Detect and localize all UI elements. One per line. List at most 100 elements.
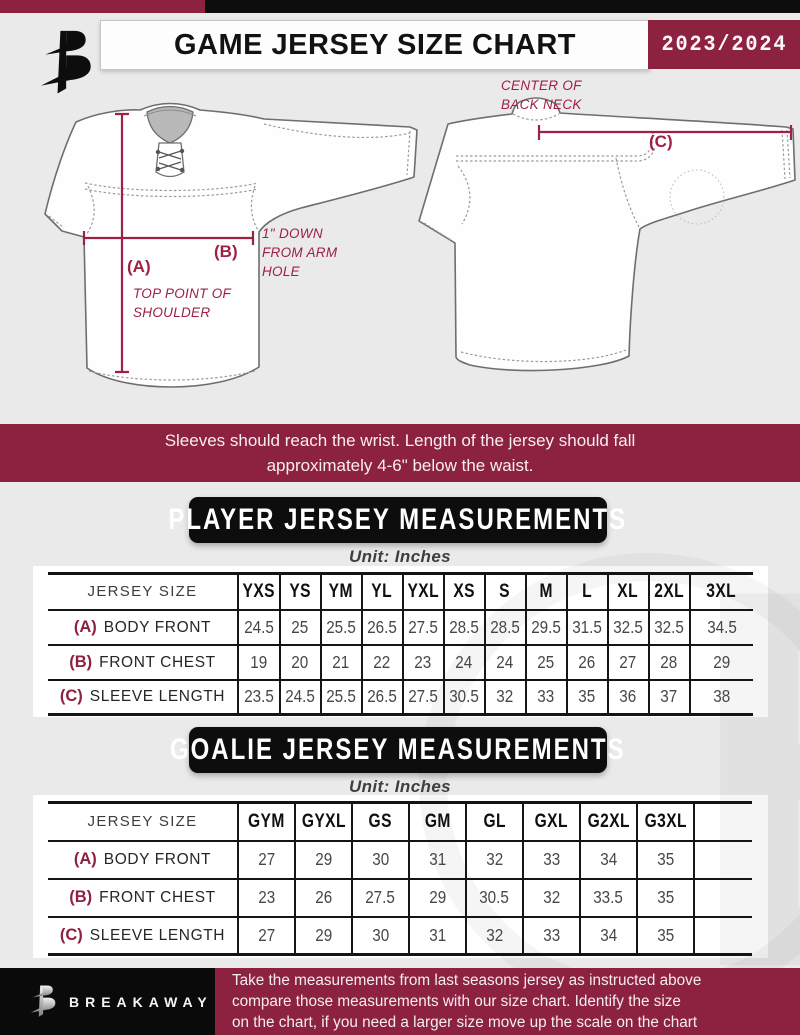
season-label: 2023/2024 [661,32,787,57]
size-column-header: GYXL [294,801,352,842]
label-a-note: TOP POINT OF SHOULDER [133,286,231,321]
size-column-header: YXS [237,572,280,611]
measurement-value-cell: 25 [278,609,321,646]
measurement-value-cell: 24.5 [237,609,280,646]
measurement-row: (B) FRONT CHEST 23 26 27.5 29 30.5 32 33.5 35 [48,878,752,918]
measurement-value-cell: 21 [319,644,362,681]
measurement-row-label: (C) SLEEVE LENGTH [48,679,238,716]
measurement-value-cell: 34 [579,840,637,880]
measurement-value-cell: 20 [278,644,321,681]
measurement-value-cell: 29 [294,840,352,880]
front-seams [48,123,411,381]
size-column-header: XS [442,572,485,611]
measurement-value-cell: 24 [442,644,485,681]
size-column-header: L [565,572,608,611]
fit-notice-text: Sleeves should reach the wrist. Length o… [164,431,636,475]
size-column-header: S [483,572,526,611]
measurement-value-cell: 33 [522,916,580,956]
measurement-value-cell: 32.5 [647,609,690,646]
measurement-value-cell: 33.5 [579,878,637,918]
size-column-header: YM [319,572,362,611]
measurement-row: (A) BODY FRONT 27 29 30 31 32 33 34 35 [48,840,752,880]
measurement-row-label: (C) SLEEVE LENGTH [48,916,238,956]
measurement-value-cell: 27.5 [401,609,444,646]
measurement-value-cell: 31.5 [565,609,608,646]
measurement-value-cell: 30.5 [465,878,523,918]
size-column-header: GS [351,801,409,842]
size-column-header: GXL [522,801,580,842]
fit-notice-banner: Sleeves should reach the wrist. Length o… [0,424,800,482]
measurement-value-cell: 32.5 [606,609,649,646]
footer-brand-name: BREAKAWAY [69,993,213,1010]
measurement-value-cell: 24 [483,644,526,681]
measurement-value-cell: 27.5 [351,878,409,918]
goalie-unit-label: Unit: Inches [348,777,452,796]
footer-instruction-line: on the chart, if you need a larger size … [232,1014,698,1032]
measurement-row: (C) SLEEVE LENGTH 23.5 24.5 25.5 26.5 27.5 30.5… [48,679,753,716]
size-column-header: GL [465,801,523,842]
size-column-header: GM [408,801,466,842]
measurement-value-cell: 24.5 [278,679,321,716]
measurement-value-cell: 30 [351,840,409,880]
player-measurements-table: JERSEY SIZE YXS YS YM YL YXL XS S M L XL 2XL 3XL (A) B… [48,572,753,716]
top-strip-maroon [0,0,205,13]
front-lace-placket [155,142,185,178]
measurement-line-a [115,112,129,374]
measurement-value-cell [693,878,752,918]
label-b-note: 1" DOWN FROM ARM HOLE [262,226,338,280]
measurement-value-cell: 32 [483,679,526,716]
measurement-value-cell: 33 [522,840,580,880]
size-column-header: G3XL [636,801,694,842]
measurement-row-label: (B) FRONT CHEST [48,644,238,681]
measurement-value-cell: 28.5 [483,609,526,646]
season-badge: 2023/2024 [648,20,800,69]
measurement-value-cell: 35 [636,916,694,956]
breakaway-logo [40,30,91,94]
measurement-value-cell: 35 [636,878,694,918]
measurement-value-cell: 25 [524,644,567,681]
player-section-title: PLAYER JERSEY MEASUREMENTS [168,503,628,536]
size-column-header: 3XL [688,572,753,611]
measurement-value-cell: 29.5 [524,609,567,646]
label-b: (B) [214,242,238,261]
measurement-value-cell: 34.5 [688,609,753,646]
footer-breakaway-logo [30,984,56,1017]
measurement-value-cell: 33 [524,679,567,716]
footer-brand-block: BREAKAWAY [0,968,215,1035]
measurement-value-cell: 26.5 [360,679,403,716]
measurement-value-cell: 30 [351,916,409,956]
measurement-value-cell: 36 [606,679,649,716]
front-jersey-outline [44,102,418,388]
back-jersey-outline [418,97,796,372]
back-seams [423,113,791,363]
goalie-section-title: GOALIE JERSEY MEASUREMENTS [170,733,626,766]
measurement-value-cell [693,916,752,956]
size-column-header: G2XL [579,801,637,842]
goalie-section-title-pill: GOALIE JERSEY MEASUREMENTS [170,727,624,773]
measurement-value-cell: 19 [237,644,280,681]
footer-instructions: Take the measurements from last seasons … [215,968,800,1035]
measurement-value-cell: 35 [636,840,694,880]
measurement-value-cell: 32 [522,878,580,918]
measurement-row-label: (A) BODY FRONT [48,609,238,646]
measurement-line-c [537,125,793,140]
measurement-value-cell: 26 [565,644,608,681]
measurement-value-cell: 27 [237,916,295,956]
measurement-value-cell: 31 [408,916,466,956]
measurement-value-cell: 35 [565,679,608,716]
size-column-header [693,801,752,842]
page-title-bar: GAME JERSEY SIZE CHART [100,20,650,70]
measurement-value-cell: 27 [237,840,295,880]
measurement-value-cell: 23 [401,644,444,681]
elbow-pad-outline [669,169,725,225]
player-section-title-pill: PLAYER JERSEY MEASUREMENTS [169,497,625,543]
measurement-row-label: (B) FRONT CHEST [48,878,238,918]
size-column-header: GYM [237,801,295,842]
measurement-value-cell: 32 [465,840,523,880]
measurement-value-cell: 25.5 [319,679,362,716]
measurement-value-cell: 29 [294,916,352,956]
measurement-value-cell: 26.5 [360,609,403,646]
measurement-value-cell [693,840,752,880]
label-c-note: CENTER OF BACK NECK [501,78,582,113]
page-title: GAME JERSEY SIZE CHART [173,28,577,61]
